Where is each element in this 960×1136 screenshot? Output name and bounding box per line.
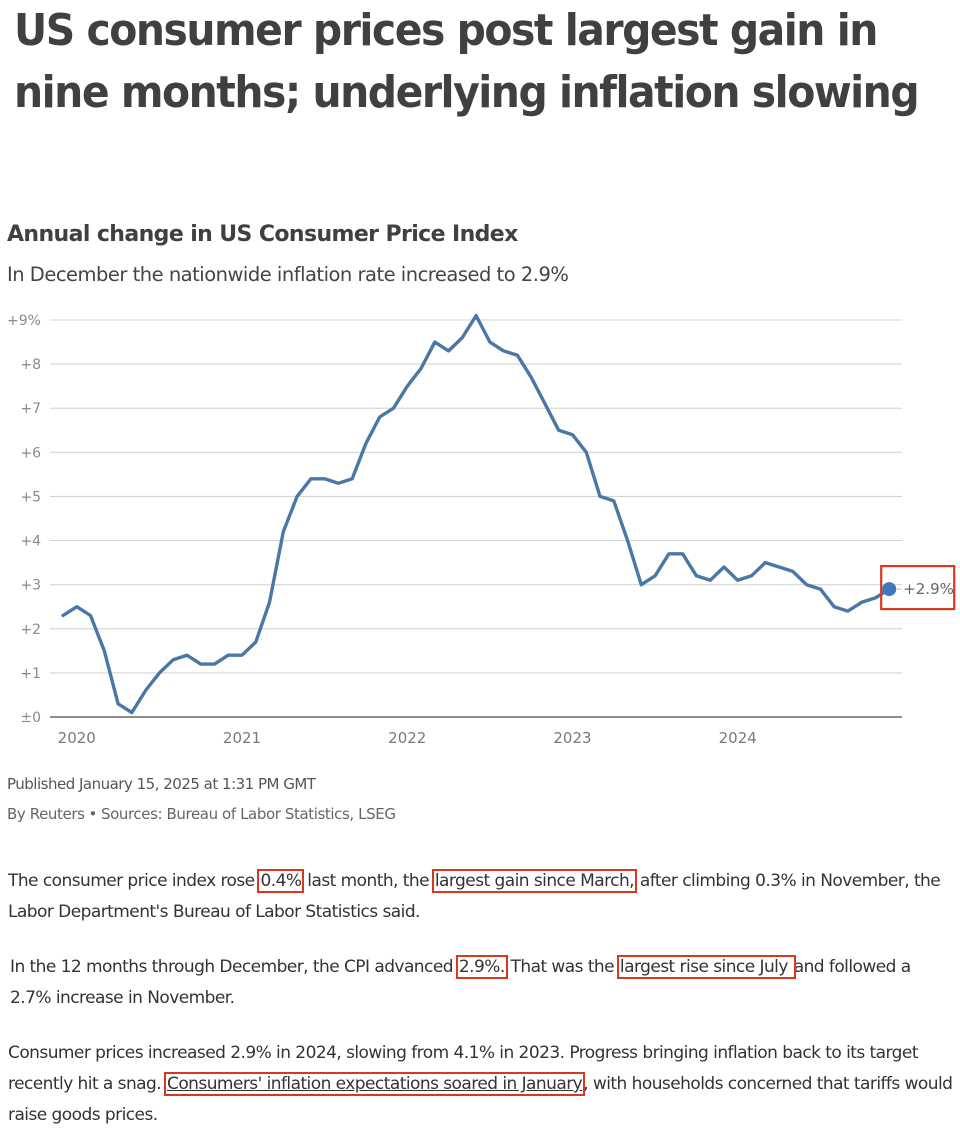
y-tick-label: +9% xyxy=(7,313,41,329)
article-paragraph-2: In the 12 months through December, the C… xyxy=(10,952,955,1014)
article-paragraph-1: The consumer price index rose 0.4% last … xyxy=(8,866,953,928)
x-tick-label: 2021 xyxy=(223,729,261,747)
highlight-largest-rise: largest rise since July xyxy=(616,955,796,979)
y-tick-label: ±0 xyxy=(20,710,41,726)
x-tick-label: 2023 xyxy=(553,729,591,747)
y-tick-label: +5 xyxy=(20,489,41,505)
cpi-series-line xyxy=(61,313,891,715)
gridlines xyxy=(50,319,902,718)
latest-value-highlight-box xyxy=(880,564,956,611)
y-axis-ticks: ±0 +1 +2 +3 +4 +5 +6 +7 +8 +9% xyxy=(7,313,41,726)
y-tick-label: +6 xyxy=(20,445,41,461)
published-date: Published January 15, 2025 at 1:31 PM GM… xyxy=(7,775,316,793)
text: and followed a 2.7% increase in November… xyxy=(10,957,911,1008)
highlight-largest-gain: largest gain since March, xyxy=(431,869,638,893)
latest-value-dot xyxy=(882,582,897,597)
y-tick-label: +7 xyxy=(20,401,41,417)
byline: By Reuters • Sources: Bureau of Labor Stat… xyxy=(7,805,396,823)
byline-separator: • xyxy=(88,805,98,823)
text: In the 12 months through December, the C… xyxy=(10,957,458,977)
byline-author: By Reuters xyxy=(7,805,85,823)
y-tick-label: +4 xyxy=(20,534,41,550)
highlight-annual-rate: 2.9%. xyxy=(455,955,508,979)
chart-title: Annual change in US Consumer Price Index xyxy=(7,222,518,247)
y-tick-label: +8 xyxy=(20,357,41,373)
text: , with households concerned that tariffs… xyxy=(8,1074,953,1125)
x-tick-label: 2020 xyxy=(58,729,96,747)
highlight-monthly-gain: 0.4% xyxy=(257,869,305,893)
x-tick-label: 2022 xyxy=(388,729,426,747)
article-paragraph-3: Consumer prices increased 2.9% in 2024, … xyxy=(8,1038,953,1131)
text: Consumer prices increased 2.9% in 2024, … xyxy=(8,1043,919,1094)
text: after climbing 0.3% in November, the Lab… xyxy=(8,871,941,922)
latest-value-label: +2.9% xyxy=(903,580,954,598)
y-tick-label: +2 xyxy=(20,622,41,638)
text: last month, the xyxy=(302,871,434,891)
y-tick-label: +1 xyxy=(20,666,41,682)
x-axis-ticks: 2020 2021 2022 2023 2024 xyxy=(58,729,757,747)
chart-subtitle: In December the nationwide inflation rat… xyxy=(7,263,569,286)
x-tick-label: 2024 xyxy=(719,729,757,747)
text: That was the xyxy=(505,957,619,977)
inflation-expectations-link[interactable]: Consumers' inflation expectations soared… xyxy=(163,1072,586,1096)
y-tick-label: +3 xyxy=(20,578,41,594)
text: The consumer price index rose xyxy=(8,871,260,891)
byline-sources: Sources: Bureau of Labor Statistics, LSE… xyxy=(100,805,396,823)
headline: US consumer prices post largest gain in … xyxy=(14,5,920,118)
cpi-line-chart: ±0+1+2+3+4+5+6+7+8+9% 2020 2021 2022 2023 20… xyxy=(7,313,956,747)
